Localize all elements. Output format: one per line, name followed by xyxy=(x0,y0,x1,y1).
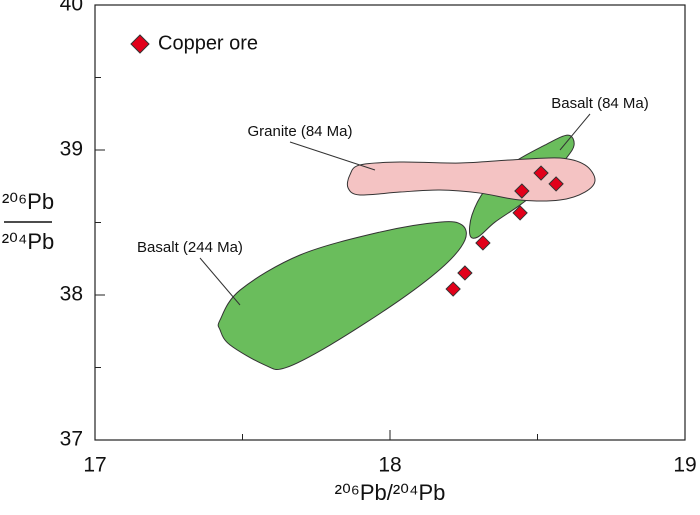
data-point xyxy=(475,235,491,251)
data-point xyxy=(514,183,530,199)
x-tick-label: 19 xyxy=(673,454,696,477)
data-point xyxy=(457,265,473,281)
region-label: Basalt (244 Ma) xyxy=(137,239,243,256)
y-tick-label: 38 xyxy=(60,283,83,306)
region-leader xyxy=(559,113,591,151)
data-point xyxy=(512,205,528,221)
plot-frame xyxy=(94,4,686,441)
y-tick-label: 39 xyxy=(60,138,83,161)
region-label: Granite (84 Ma) xyxy=(247,123,352,140)
y-axis-label-denominator: ²⁰⁴Pb xyxy=(2,229,55,254)
y-tick-label: 37 xyxy=(60,428,83,451)
data-point xyxy=(445,281,461,297)
data-point xyxy=(548,176,564,192)
x-axis-label: ²⁰⁶Pb/²⁰⁴Pb xyxy=(335,480,446,505)
region-leader xyxy=(289,141,376,171)
y-tick-label: 40 xyxy=(60,0,83,16)
y-axis-label-numerator: ²⁰⁶Pb xyxy=(2,189,54,214)
region-leader xyxy=(199,257,241,306)
region-label: Basalt (84 Ma) xyxy=(551,95,649,112)
region xyxy=(217,221,467,370)
x-tick-label: 17 xyxy=(83,454,106,477)
legend-label: Copper ore xyxy=(158,32,258,54)
legend-marker xyxy=(130,34,150,54)
data-point xyxy=(533,165,549,181)
x-tick-label: 18 xyxy=(378,454,401,477)
region xyxy=(346,157,596,202)
